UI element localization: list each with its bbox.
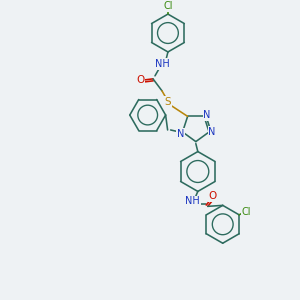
Text: O: O: [136, 75, 144, 85]
Text: N: N: [203, 110, 211, 120]
Text: Cl: Cl: [241, 207, 251, 217]
Text: NH: NH: [185, 196, 200, 206]
Text: O: O: [208, 191, 217, 201]
Text: Cl: Cl: [163, 1, 173, 11]
Text: NH: NH: [154, 59, 169, 69]
Text: N: N: [177, 129, 184, 139]
Text: S: S: [165, 97, 171, 107]
Text: N: N: [208, 127, 216, 137]
